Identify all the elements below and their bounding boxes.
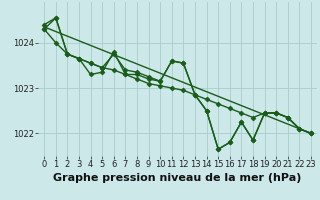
X-axis label: Graphe pression niveau de la mer (hPa): Graphe pression niveau de la mer (hPa) <box>53 173 302 183</box>
